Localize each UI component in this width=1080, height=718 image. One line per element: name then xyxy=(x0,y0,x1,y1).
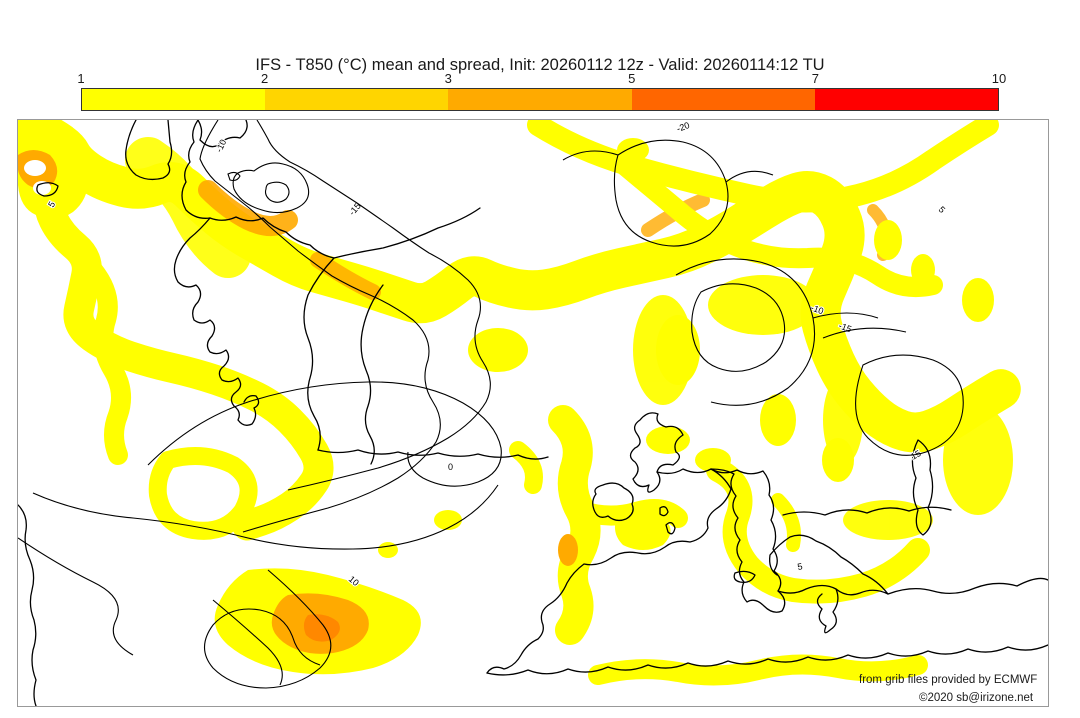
svg-text:from grib files provided by EC: from grib files provided by ECMWF xyxy=(859,674,1037,686)
svg-text:0: 0 xyxy=(448,462,453,472)
svg-text:©2020 sb@irizone.net: ©2020 sb@irizone.net xyxy=(919,692,1034,704)
